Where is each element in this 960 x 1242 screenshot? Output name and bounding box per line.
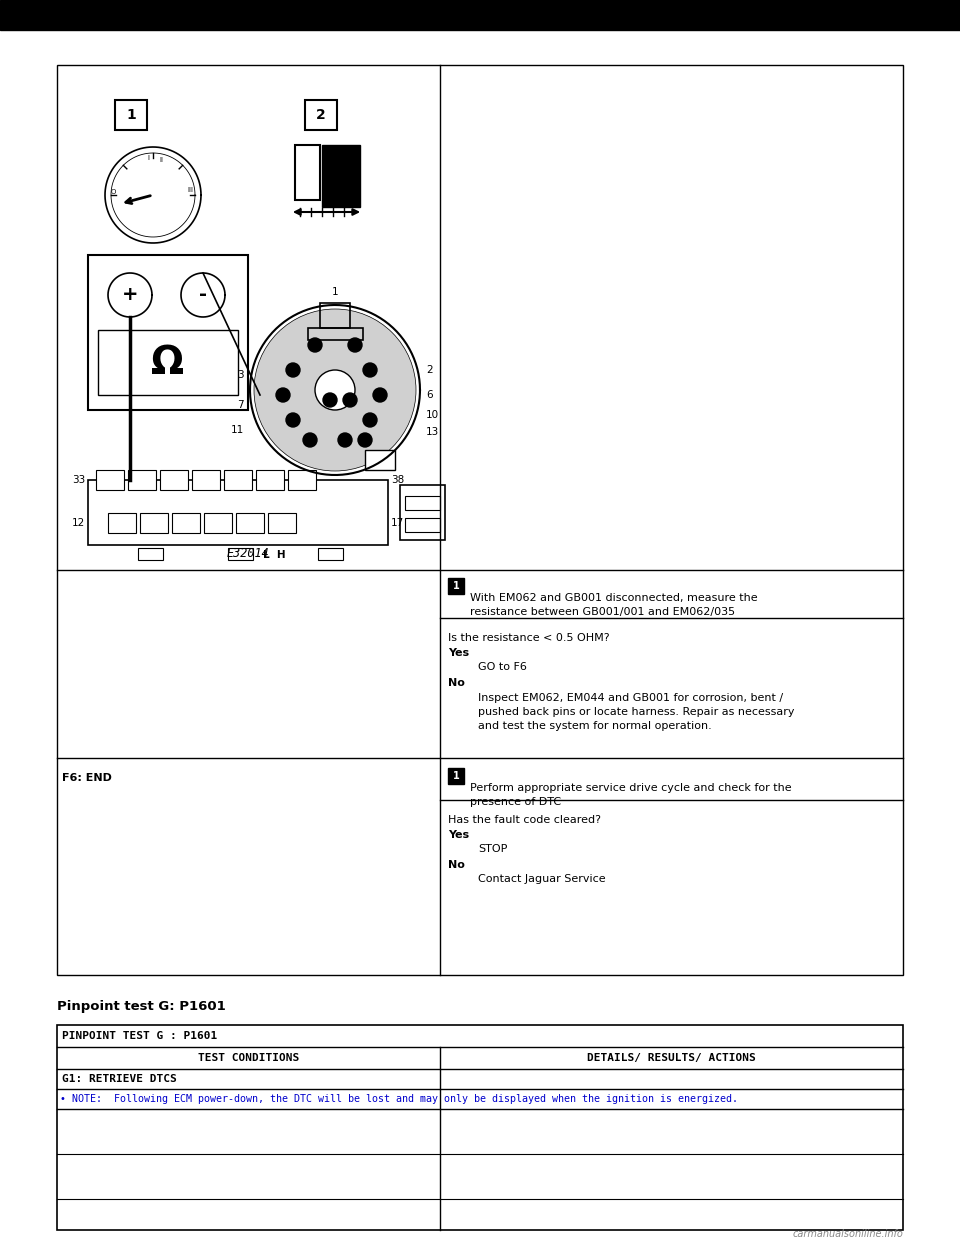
Text: 7: 7 bbox=[237, 400, 244, 410]
Text: pushed back pins or locate harness. Repair as necessary: pushed back pins or locate harness. Repa… bbox=[478, 707, 795, 717]
Text: 6: 6 bbox=[426, 390, 433, 400]
Text: Ω: Ω bbox=[152, 344, 184, 381]
Text: 2: 2 bbox=[316, 108, 325, 122]
Bar bbox=[300, 155, 315, 190]
Text: 1: 1 bbox=[452, 581, 460, 591]
Circle shape bbox=[373, 388, 387, 402]
Bar bbox=[128, 469, 156, 491]
Bar bbox=[400, 484, 445, 540]
Bar bbox=[305, 101, 337, 130]
Text: 2: 2 bbox=[426, 365, 433, 375]
Bar bbox=[172, 513, 200, 533]
Text: 1: 1 bbox=[452, 771, 460, 781]
Text: TEST CONDITIONS: TEST CONDITIONS bbox=[198, 1053, 300, 1063]
Text: Contact Jaguar Service: Contact Jaguar Service bbox=[478, 874, 606, 884]
Text: Pinpoint test G: P1601: Pinpoint test G: P1601 bbox=[57, 1000, 226, 1013]
Text: Yes: Yes bbox=[448, 830, 469, 840]
Bar bbox=[192, 469, 220, 491]
Text: Is the resistance < 0.5 OHM?: Is the resistance < 0.5 OHM? bbox=[448, 633, 610, 643]
Bar bbox=[365, 450, 395, 469]
Bar bbox=[57, 1025, 903, 1230]
Text: 13: 13 bbox=[426, 427, 440, 437]
Text: • NOTE:  Following ECM power-down, the DTC will be lost and may only be displaye: • NOTE: Following ECM power-down, the DT… bbox=[60, 1094, 738, 1104]
Circle shape bbox=[276, 388, 290, 402]
Text: II: II bbox=[159, 156, 163, 163]
Circle shape bbox=[358, 433, 372, 447]
Circle shape bbox=[363, 414, 377, 427]
Text: 33: 33 bbox=[72, 474, 85, 484]
Text: No: No bbox=[448, 859, 465, 869]
Circle shape bbox=[343, 392, 357, 407]
Text: +: + bbox=[122, 286, 138, 304]
Text: G1: RETRIEVE DTCS: G1: RETRIEVE DTCS bbox=[62, 1074, 177, 1084]
Bar bbox=[88, 255, 248, 410]
Text: and test the system for normal operation.: and test the system for normal operation… bbox=[478, 722, 711, 732]
Bar bbox=[140, 513, 168, 533]
Bar bbox=[138, 548, 163, 560]
Circle shape bbox=[303, 433, 317, 447]
Circle shape bbox=[308, 338, 322, 351]
Text: Has the fault code cleared?: Has the fault code cleared? bbox=[448, 815, 601, 825]
Bar bbox=[405, 496, 440, 510]
Text: 38: 38 bbox=[391, 474, 404, 484]
Text: carmanualsoniline.info: carmanualsoniline.info bbox=[792, 1230, 903, 1240]
Bar bbox=[115, 101, 147, 130]
Circle shape bbox=[363, 363, 377, 378]
Bar bbox=[224, 469, 252, 491]
Text: E32014: E32014 bbox=[228, 546, 270, 560]
Text: With EM062 and GB001 disconnected, measure the: With EM062 and GB001 disconnected, measu… bbox=[470, 592, 757, 604]
Bar bbox=[320, 303, 350, 328]
Circle shape bbox=[315, 370, 355, 410]
Bar bbox=[98, 330, 238, 395]
Circle shape bbox=[338, 433, 352, 447]
Bar bbox=[88, 479, 388, 545]
Text: STOP: STOP bbox=[478, 845, 508, 854]
Text: resistance between GB001/001 and EM062/035: resistance between GB001/001 and EM062/0… bbox=[470, 607, 735, 617]
Circle shape bbox=[286, 414, 300, 427]
Text: 10: 10 bbox=[426, 410, 439, 420]
Bar bbox=[236, 513, 264, 533]
Text: 3: 3 bbox=[237, 370, 244, 380]
Bar bbox=[448, 578, 464, 594]
Bar bbox=[405, 518, 440, 532]
Text: 12: 12 bbox=[72, 518, 85, 528]
Bar bbox=[448, 768, 464, 784]
Bar bbox=[204, 513, 232, 533]
Text: Perform appropriate service drive cycle and check for the: Perform appropriate service drive cycle … bbox=[470, 782, 792, 792]
Bar bbox=[160, 469, 188, 491]
Text: 1: 1 bbox=[332, 287, 338, 297]
Circle shape bbox=[254, 309, 416, 471]
Text: Yes: Yes bbox=[448, 648, 469, 658]
Text: O: O bbox=[110, 189, 116, 195]
Text: 11: 11 bbox=[230, 425, 244, 435]
Text: Inspect EM062, EM044 and GB001 for corrosion, bent /: Inspect EM062, EM044 and GB001 for corro… bbox=[478, 693, 783, 703]
Text: PINPOINT TEST G : P1601: PINPOINT TEST G : P1601 bbox=[62, 1031, 217, 1041]
Text: presence of DTC: presence of DTC bbox=[470, 797, 562, 807]
Bar bbox=[288, 469, 316, 491]
Text: GO to F6: GO to F6 bbox=[478, 662, 527, 672]
Text: I: I bbox=[147, 155, 149, 161]
Text: F6: END: F6: END bbox=[62, 773, 112, 782]
Circle shape bbox=[348, 338, 362, 351]
Bar bbox=[228, 548, 253, 560]
Bar bbox=[295, 145, 320, 200]
Bar bbox=[256, 469, 284, 491]
Bar bbox=[322, 145, 360, 207]
Text: DETAILS/ RESULTS/ ACTIONS: DETAILS/ RESULTS/ ACTIONS bbox=[588, 1053, 756, 1063]
Bar bbox=[0, 0, 960, 30]
Text: 17: 17 bbox=[391, 518, 404, 528]
Circle shape bbox=[323, 392, 337, 407]
Bar bbox=[57, 65, 903, 975]
Text: No: No bbox=[448, 678, 465, 688]
Text: 1: 1 bbox=[126, 108, 136, 122]
Text: III: III bbox=[187, 188, 193, 193]
Bar bbox=[318, 548, 343, 560]
Text: -: - bbox=[199, 286, 207, 304]
Bar bbox=[307, 328, 363, 340]
Bar bbox=[268, 513, 296, 533]
Bar bbox=[96, 469, 124, 491]
Circle shape bbox=[286, 363, 300, 378]
Text: L  H: L H bbox=[263, 550, 285, 560]
Bar bbox=[108, 513, 136, 533]
